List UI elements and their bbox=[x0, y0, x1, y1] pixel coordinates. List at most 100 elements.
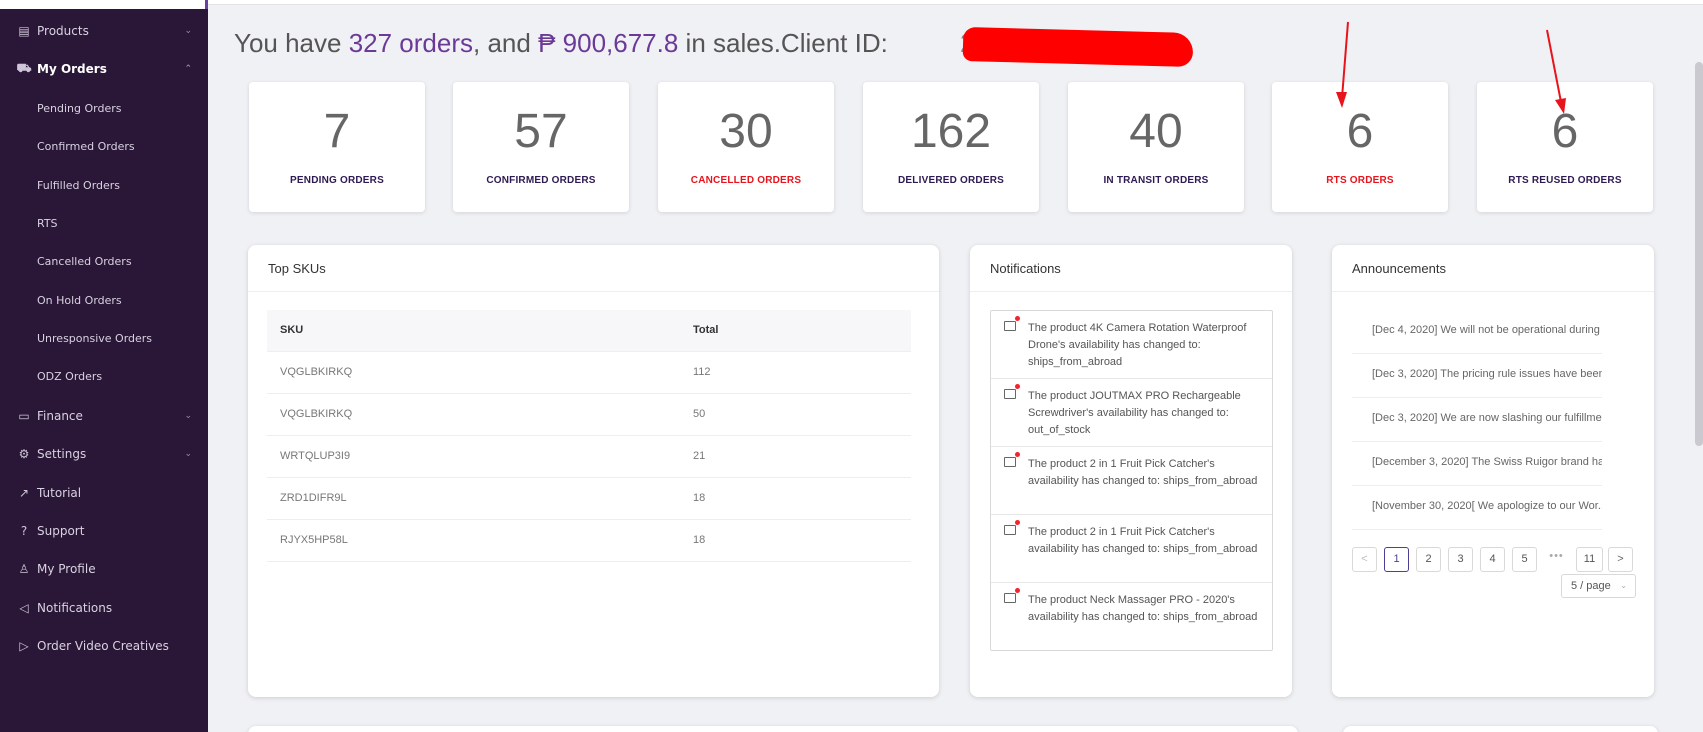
sidebar-item-settings[interactable]: ⚙ Settings ⌄ bbox=[0, 436, 208, 472]
top-skus-panel: Top SKUs SKU Total VQGLBKIRKQ 112 VQGLBK… bbox=[248, 245, 939, 697]
stat-label: RTS REUSED ORDERS bbox=[1508, 175, 1622, 186]
total-cell: 21 bbox=[693, 450, 706, 462]
announcement-text: [December 3, 2020] The Swiss Ruigor bran… bbox=[1372, 456, 1602, 468]
table-row[interactable]: ZRD1DIFR9L 18 bbox=[267, 478, 911, 520]
sidebar-item-notifications[interactable]: ◁ Notifications bbox=[0, 590, 208, 626]
sidebar-item-tutorial[interactable]: ↗ Tutorial bbox=[0, 475, 208, 511]
sidebar-item-products[interactable]: ▤ Products ⌄ bbox=[0, 13, 208, 49]
product-box-icon bbox=[1004, 588, 1020, 603]
table-row[interactable]: VQGLBKIRKQ 50 bbox=[267, 394, 911, 436]
pagination-page-2[interactable]: 2 bbox=[1416, 547, 1441, 572]
panel-title: Announcements bbox=[1352, 261, 1446, 276]
column-header-total[interactable]: Total bbox=[693, 324, 719, 336]
scrollbar-thumb[interactable] bbox=[1695, 62, 1703, 446]
cart-icon: ⛟ bbox=[16, 61, 32, 75]
total-cell: 18 bbox=[693, 492, 706, 504]
table-row[interactable]: WRTQLUP3I9 21 bbox=[267, 436, 911, 478]
pagination-ellipsis[interactable]: ••• bbox=[1544, 547, 1569, 572]
sidebar-item-support[interactable]: ? Support bbox=[0, 513, 208, 549]
chevron-down-icon: ⌄ bbox=[184, 26, 192, 36]
notification-text: The product Neck Massager PRO - 2020's a… bbox=[1028, 594, 1258, 623]
notification-item[interactable]: The product 2 in 1 Fruit Pick Catcher's … bbox=[991, 515, 1272, 583]
page-size-select[interactable]: 5 / page ⌄ bbox=[1561, 574, 1636, 598]
sku-cell: ZRD1DIFR9L bbox=[280, 492, 347, 504]
stat-label: IN TRANSIT ORDERS bbox=[1103, 175, 1209, 186]
stat-card-rts-reused[interactable]: 6 RTS REUSED ORDERS bbox=[1477, 82, 1653, 212]
main-content: You have 327 orders, and ₱ 900,677.8 in … bbox=[208, 0, 1703, 732]
pagination-page-last[interactable]: 11 bbox=[1576, 547, 1603, 572]
divider bbox=[970, 291, 1292, 292]
stat-value: 6 bbox=[1551, 105, 1579, 158]
headline-prefix: You have bbox=[234, 28, 349, 58]
chevron-down-icon: ⌄ bbox=[1620, 581, 1627, 590]
product-box-icon bbox=[1004, 384, 1020, 399]
gear-icon: ⚙ bbox=[18, 447, 30, 461]
box-icon: ▤ bbox=[18, 24, 30, 38]
sidebar-subitem-on-hold-orders[interactable]: On Hold Orders bbox=[37, 294, 122, 307]
stat-card-rts[interactable]: 6 RTS ORDERS bbox=[1272, 82, 1448, 212]
chevron-down-icon: ⌄ bbox=[184, 449, 192, 459]
announcement-item[interactable]: [Dec 3, 2020] The pricing rule issues ha… bbox=[1352, 354, 1602, 398]
sidebar-item-my-profile[interactable]: ♙ My Profile bbox=[0, 551, 208, 587]
pagination-prev-button[interactable]: < bbox=[1352, 547, 1377, 572]
pagination-page-4[interactable]: 4 bbox=[1480, 547, 1505, 572]
stat-value: 6 bbox=[1346, 105, 1374, 158]
sidebar-item-order-video-creatives[interactable]: ▷ Order Video Creatives bbox=[0, 628, 208, 664]
sidebar-item-my-orders[interactable]: ⛟ My Orders ⌃ bbox=[0, 51, 208, 87]
stat-label: RTS ORDERS bbox=[1326, 175, 1394, 186]
stat-card-pending[interactable]: 7 PENDING ORDERS bbox=[249, 82, 425, 212]
total-cell: 50 bbox=[693, 408, 706, 420]
sidebar-subitem-rts[interactable]: RTS bbox=[37, 217, 58, 230]
sidebar-subitem-cancelled-orders[interactable]: Cancelled Orders bbox=[37, 255, 132, 268]
chevron-down-icon: ⌄ bbox=[184, 411, 192, 421]
pagination-page-5[interactable]: 5 bbox=[1512, 547, 1537, 572]
divider bbox=[1332, 291, 1654, 292]
product-box-icon bbox=[1004, 520, 1020, 535]
orders-count: 327 orders bbox=[348, 28, 474, 58]
bottom-card bbox=[248, 726, 1298, 732]
play-icon: ▷ bbox=[19, 639, 29, 653]
sku-cell: VQGLBKIRKQ bbox=[280, 366, 353, 378]
pagination-page-3[interactable]: 3 bbox=[1448, 547, 1473, 572]
notification-text: The product JOUTMAX PRO Rechargeable Scr… bbox=[1028, 390, 1241, 436]
stat-card-in-transit[interactable]: 40 IN TRANSIT ORDERS bbox=[1068, 82, 1244, 212]
sidebar-subitem-odz-orders[interactable]: ODZ Orders bbox=[37, 370, 103, 383]
help-icon: ? bbox=[20, 524, 28, 538]
stat-card-confirmed[interactable]: 57 CONFIRMED ORDERS bbox=[453, 82, 629, 212]
table-row[interactable]: VQGLBKIRKQ 112 bbox=[267, 352, 911, 394]
sidebar-item-finance[interactable]: ▭ Finance ⌄ bbox=[0, 398, 208, 434]
announcement-item[interactable]: [November 30, 2020[ We apologize to our … bbox=[1352, 486, 1602, 530]
sidebar-subitem-confirmed-orders[interactable]: Confirmed Orders bbox=[37, 140, 135, 153]
announcement-item[interactable]: [December 3, 2020] The Swiss Ruigor bran… bbox=[1352, 442, 1602, 486]
sku-cell: VQGLBKIRKQ bbox=[280, 408, 353, 420]
table-row[interactable]: RJYX5HP58L 18 bbox=[267, 520, 911, 562]
announcement-item[interactable]: [Dec 4, 2020] We will not be operational… bbox=[1352, 310, 1602, 354]
sidebar-item-label: Finance bbox=[37, 409, 83, 423]
sidebar-item-label: My Profile bbox=[37, 562, 96, 576]
column-header-sku[interactable]: SKU bbox=[280, 324, 304, 336]
stat-value: 57 bbox=[514, 105, 568, 158]
sidebar-subitem-fulfilled-orders[interactable]: Fulfilled Orders bbox=[37, 179, 121, 192]
notification-item[interactable]: The product JOUTMAX PRO Rechargeable Scr… bbox=[991, 379, 1272, 447]
notification-text: The product 2 in 1 Fruit Pick Catcher's … bbox=[1028, 526, 1258, 555]
notification-list: The product 4K Camera Rotation Waterproo… bbox=[990, 310, 1273, 651]
notification-item[interactable]: The product Neck Massager PRO - 2020's a… bbox=[991, 583, 1272, 650]
announcement-text: [Dec 3, 2020] We are now slashing our fu… bbox=[1372, 412, 1602, 424]
user-icon: ♙ bbox=[18, 562, 30, 576]
notification-item[interactable]: The product 4K Camera Rotation Waterproo… bbox=[991, 311, 1272, 379]
announcement-item[interactable]: [Dec 3, 2020] We are now slashing our fu… bbox=[1352, 398, 1602, 442]
stat-card-delivered[interactable]: 162 DELIVERED ORDERS bbox=[863, 82, 1039, 212]
annotation-arrow-icon bbox=[1546, 29, 1566, 114]
sidebar-subitem-pending-orders[interactable]: Pending Orders bbox=[37, 102, 122, 115]
sidebar-item-label: Tutorial bbox=[37, 486, 82, 500]
table-header: SKU Total bbox=[267, 310, 911, 352]
sidebar: ▤ Products ⌄ ⛟ My Orders ⌃ Pending Order… bbox=[0, 0, 208, 732]
pagination-next-button[interactable]: > bbox=[1608, 547, 1633, 572]
annotation-arrow-icon bbox=[1336, 21, 1349, 108]
stat-card-cancelled[interactable]: 30 CANCELLED ORDERS bbox=[658, 82, 834, 212]
notification-item[interactable]: The product 2 in 1 Fruit Pick Catcher's … bbox=[991, 447, 1272, 515]
sidebar-subitem-unresponsive-orders[interactable]: Unresponsive Orders bbox=[37, 332, 153, 345]
stat-label: DELIVERED ORDERS bbox=[898, 175, 1004, 186]
pagination-page-1[interactable]: 1 bbox=[1384, 547, 1409, 572]
product-box-icon bbox=[1004, 452, 1020, 467]
